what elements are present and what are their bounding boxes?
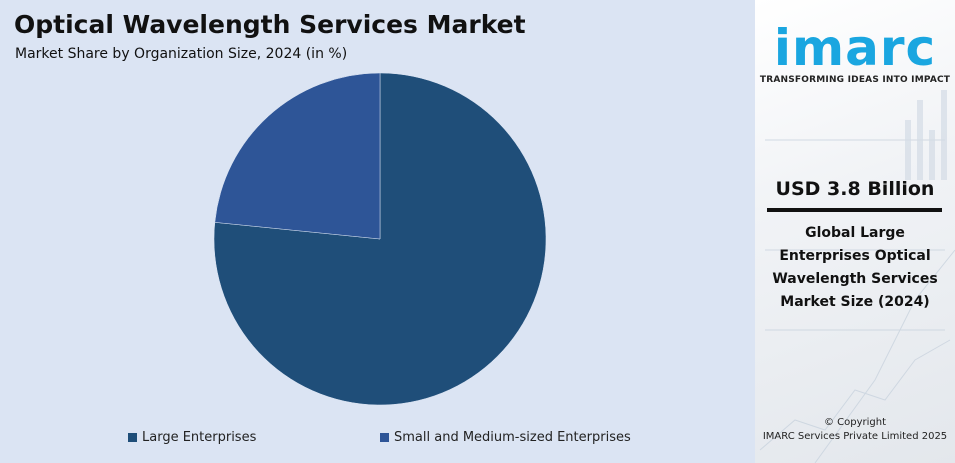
background-chart-decoration (759, 90, 955, 463)
pie-chart (213, 72, 547, 406)
legend-swatch (380, 432, 389, 442)
legend-label: Large Enterprises (142, 429, 257, 445)
logo-tagline: TRANSFORMING IDEAS INTO IMPACT (759, 75, 951, 85)
market-size-value: USD 3.8 Billion (775, 178, 935, 200)
legend-item-large-enterprises: Large Enterprises (128, 429, 256, 445)
chart-subtitle: Market Share by Organization Size, 2024 … (15, 46, 348, 62)
divider (767, 208, 942, 212)
copyright-holder: IMARC Services Private Limited 2025 (762, 431, 948, 442)
chart-title: Optical Wavelength Services Market (14, 10, 526, 39)
market-size-caption: Global Large Enterprises Optical Wavelen… (772, 225, 938, 310)
legend-item-small-medium-enterprises: Small and Medium-sized Enterprises (380, 429, 631, 445)
legend-label: Small and Medium-sized Enterprises (394, 429, 631, 445)
imarc-logo: imarc (773, 19, 937, 77)
chart-panel: Optical Wavelength Services Market Marke… (0, 0, 755, 463)
info-side-panel: imarc TRANSFORMING IDEAS INTO IMPACT USD… (755, 0, 955, 463)
pie-slice-small-and-medium-sized-enterprises (214, 72, 381, 240)
legend-swatch (128, 432, 137, 442)
copyright-notice: © Copyright (823, 417, 887, 428)
